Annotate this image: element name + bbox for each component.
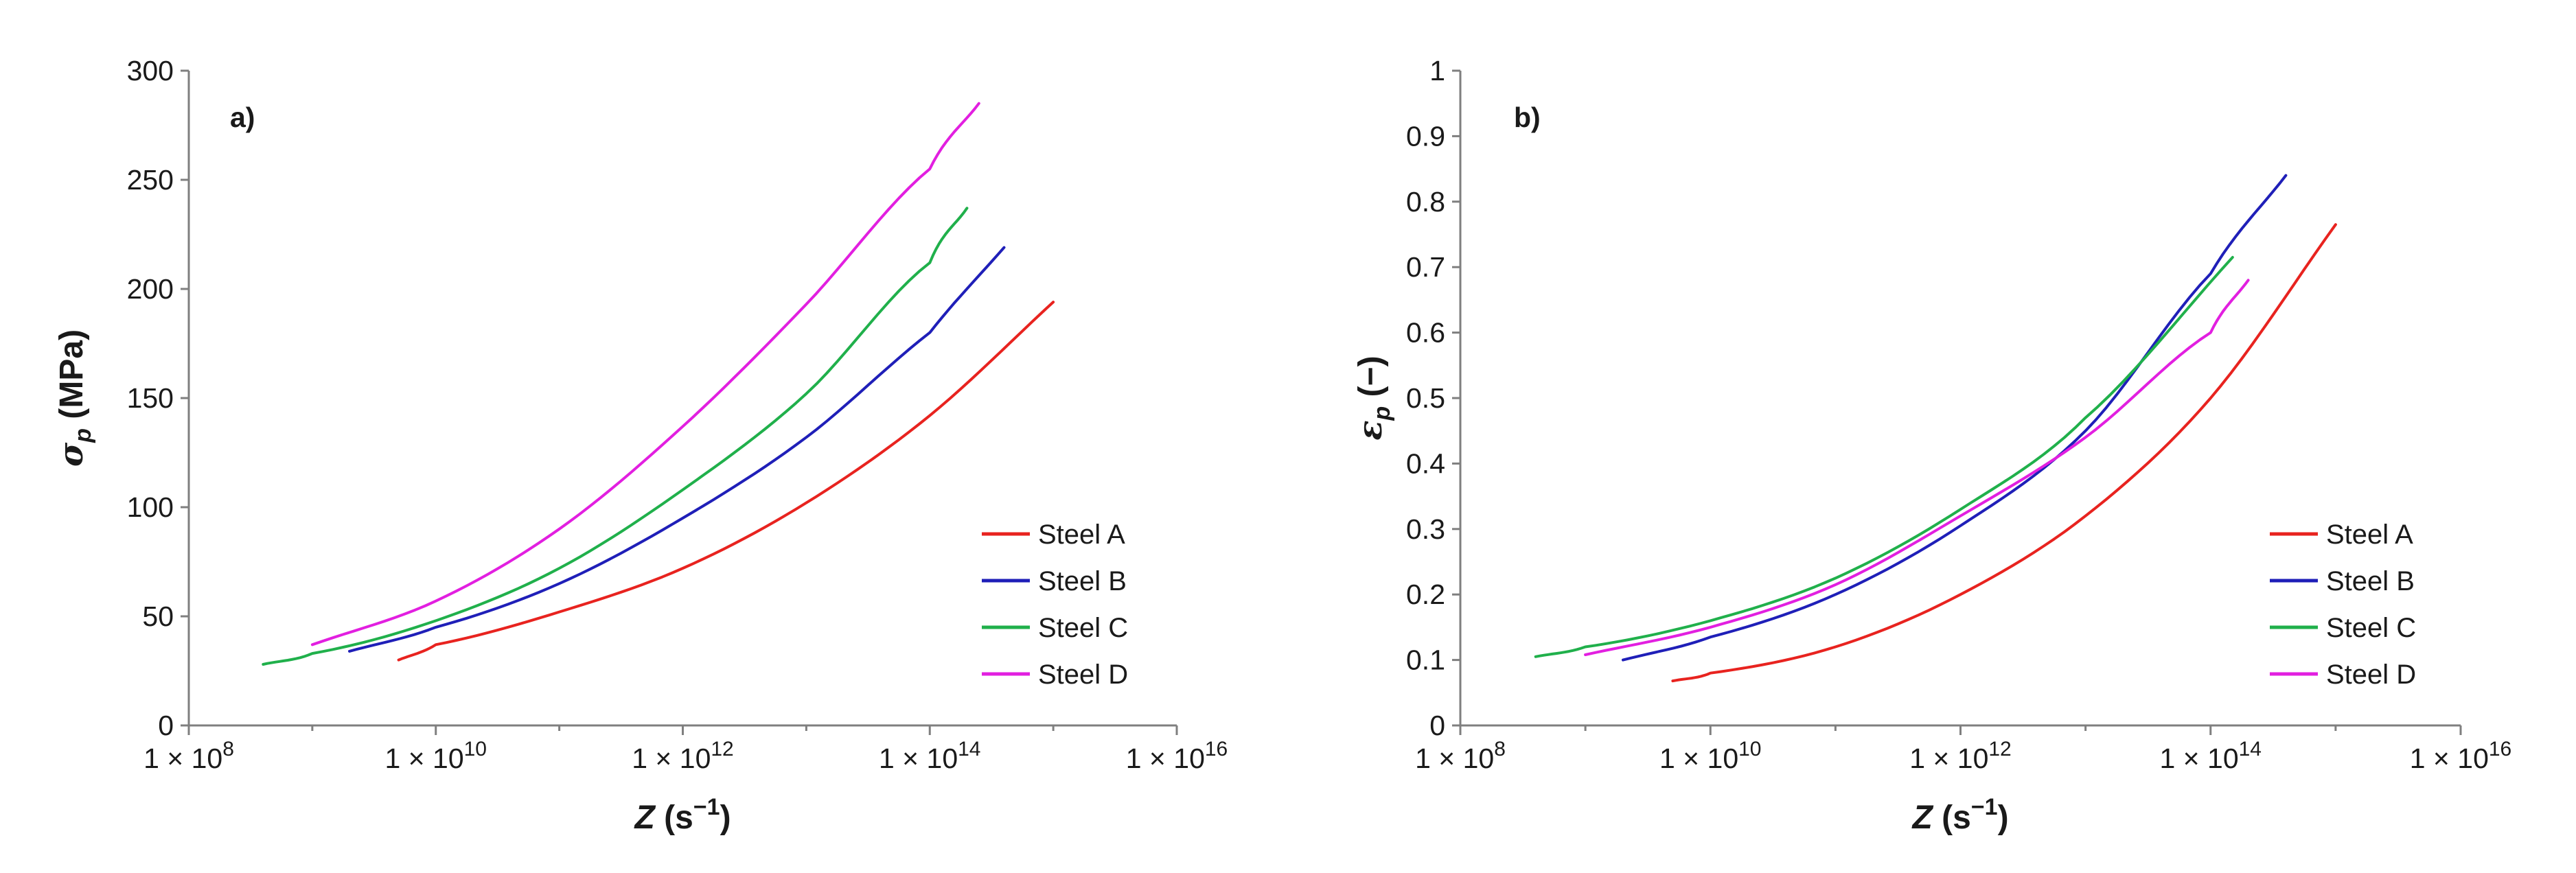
x-tick-label: 1 × 1014 [2159,738,2262,774]
y-axis-title: εp (−) [1351,356,1395,440]
series-line-steel-b [1622,174,2288,662]
series-line-steel-b [348,246,1006,653]
x-tick-label: 1 × 1016 [2410,738,2512,774]
y-tick-label: 200 [127,273,174,305]
x-axis-title: Z (s−1) [633,794,731,836]
x-tick-label: 1 × 1010 [1659,738,1762,774]
y-tick-label: 0.6 [1406,317,1445,349]
x-tick-label: 1 × 1010 [384,738,487,774]
panel-label: a) [230,102,255,133]
y-tick-label: 250 [127,164,174,196]
legend-label: Steel A [1038,520,1125,550]
legend-label: Steel D [2326,660,2416,690]
series-line-steel-a [1671,223,2337,683]
y-tick-label: 0.5 [1406,382,1445,414]
series-line-steel-d [310,102,980,647]
x-tick-label: 1 × 108 [1415,738,1506,774]
legend-label: Steel D [1038,660,1128,690]
series-line-steel-d [1584,279,2250,656]
chart-peak-strain: 0 0.1 0.2 0.3 0.4 0.5 0.6 0.7 0.8 0.9 1 1 × 108 1 × … [1351,55,2511,836]
y-tick-label: 0 [158,710,174,741]
y-axis-title: σp (MPa) [52,329,96,467]
series-line-steel-a [397,301,1055,662]
x-tick-label: 1 × 108 [143,738,234,774]
x-tick-label: 1 × 1012 [632,738,734,774]
legend-label: Steel A [2326,520,2413,550]
chart-peak-stress: 0 50 100 150 200 250 300 1 × 108 1 × 1010 1 × 101… [52,55,1228,836]
legend-label: Steel C [2326,613,2416,643]
legend-label: Steel B [1038,566,1127,596]
x-tick-label: 1 × 1014 [879,738,981,774]
legend-label: Steel C [1038,613,1128,643]
y-tick-label: 50 [142,601,174,632]
x-tick-label: 1 × 1016 [1126,738,1228,774]
y-tick-label: 0.8 [1406,186,1445,218]
y-tick-label: 0.3 [1406,513,1445,545]
y-tick-label: 0.7 [1406,251,1445,283]
y-tick-label: 300 [127,55,174,86]
y-tick-label: 0.2 [1406,579,1445,610]
y-tick-label: 0 [1429,710,1445,741]
y-tick-label: 100 [127,491,174,523]
y-tick-label: 0.1 [1406,644,1445,676]
y-tick-label: 0.9 [1406,120,1445,152]
panel-label: b) [1514,102,1541,133]
y-tick-label: 150 [127,382,174,414]
y-tick-label: 0.4 [1406,447,1445,479]
series-line-steel-c [262,207,969,666]
x-tick-label: 1 × 1012 [1909,738,2012,774]
x-axis-title: Z (s−1) [1911,794,2008,836]
series-line-steel-c [1534,255,2234,658]
legend-label: Steel B [2326,566,2415,596]
y-tick-label: 1 [1429,55,1445,86]
